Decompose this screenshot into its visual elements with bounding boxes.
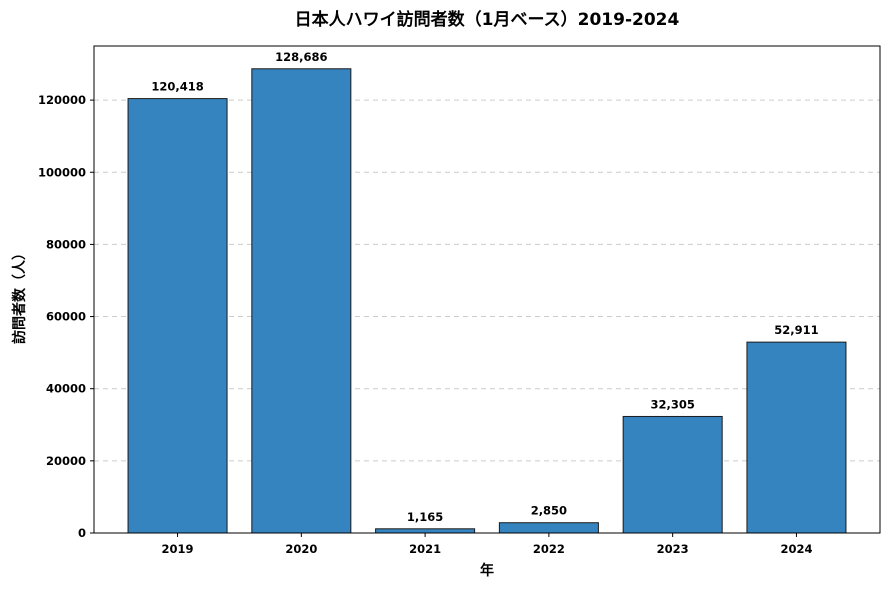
x-axis-ticks: 2019 2020 2021 2022 2023 2024 xyxy=(162,533,812,556)
bar-2019 xyxy=(127,98,228,534)
y-tick-label: 100000 xyxy=(38,165,86,179)
bar-2024 xyxy=(746,341,847,534)
x-tick-label-2019: 2019 xyxy=(162,542,194,556)
bar-2021 xyxy=(375,528,476,534)
data-label-2020: 128,686 xyxy=(275,50,327,64)
x-tick-label-2024: 2024 xyxy=(780,542,812,556)
data-label-2021: 1,165 xyxy=(407,510,443,524)
y-tick-label: 80000 xyxy=(46,237,86,251)
y-tick-label: 60000 xyxy=(46,310,86,324)
bar-2023 xyxy=(622,415,723,534)
y-tick-label: 0 xyxy=(78,526,86,540)
plot-frame xyxy=(93,45,881,534)
data-label-2019: 120,418 xyxy=(151,80,203,94)
data-label-2023: 32,305 xyxy=(650,397,694,411)
x-tick-label-2021: 2021 xyxy=(409,542,441,556)
y-tick-label: 20000 xyxy=(46,454,86,468)
y-axis-label: 訪問者数（人） xyxy=(11,246,28,344)
y-tick-label: 120000 xyxy=(38,93,86,107)
y-tick-label: 40000 xyxy=(46,382,86,396)
data-labels: 120,418 128,686 1,165 2,850 32,305 52,911 xyxy=(151,50,818,524)
data-label-2024: 52,911 xyxy=(774,323,818,337)
x-tick-label-2022: 2022 xyxy=(533,542,565,556)
y-axis-ticks: 0 20000 40000 60000 80000 100000 120000 xyxy=(38,93,94,540)
bars xyxy=(127,68,847,534)
chart-title: 日本人ハワイ訪問者数（1月ベース）2019-2024 xyxy=(295,9,680,30)
bar-2022 xyxy=(498,522,599,534)
x-tick-label-2020: 2020 xyxy=(285,542,317,556)
x-tick-label-2023: 2023 xyxy=(657,542,689,556)
x-axis-label: 年 xyxy=(480,562,494,579)
bar-2020 xyxy=(251,68,352,534)
data-label-2022: 2,850 xyxy=(531,504,567,518)
